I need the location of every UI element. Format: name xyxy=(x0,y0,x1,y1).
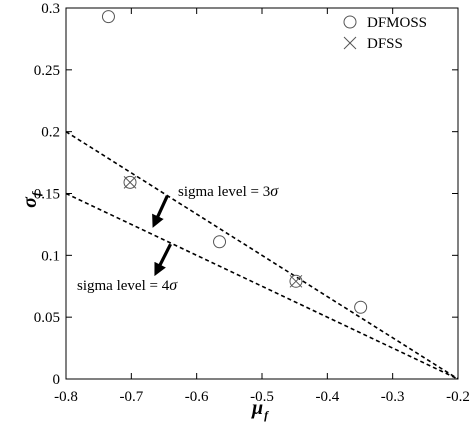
dfss-point xyxy=(123,176,137,189)
annotation-arrow-2 xyxy=(154,243,172,277)
axis-ticks: -0.8 -0.7 -0.6 -0.5 -0.4 -0.3 -0.2 0 0.05 0.1 0.15… xyxy=(34,1,470,405)
dfss-point xyxy=(289,274,303,288)
legend-cross-marker xyxy=(343,36,357,50)
dfss-point-stroke xyxy=(123,176,137,189)
annotation-sigma-4: sigma level = 4σ xyxy=(77,277,178,294)
dfmoss-point xyxy=(354,300,368,314)
dfmoss-point xyxy=(123,175,137,189)
y-tick-label: 0.2 xyxy=(41,125,60,141)
x-tick-label: -0.3 xyxy=(381,389,405,405)
y-tick-label: 0.1 xyxy=(41,248,60,264)
x-tick-label: -0.4 xyxy=(315,389,339,405)
x-tick-label: -0.7 xyxy=(119,389,143,405)
legend-label-dfss: DFSS xyxy=(367,36,403,52)
dfss-point-stroke xyxy=(289,274,303,288)
x-axis-subscript: f xyxy=(264,408,269,422)
sigma-line-2 xyxy=(65,192,459,380)
dfmoss-point xyxy=(213,235,227,249)
legend-circle-marker xyxy=(343,15,357,29)
dfmoss-point xyxy=(289,274,303,288)
y-tick-label: 0.25 xyxy=(34,63,60,79)
y-tick-label: 0.3 xyxy=(41,1,60,17)
y-tick-label: 0 xyxy=(53,372,61,388)
y-axis-title: σf xyxy=(19,191,43,208)
legend: DFMOSS DFSS xyxy=(343,15,427,52)
x-tick-label: -0.5 xyxy=(250,389,274,405)
data-marks xyxy=(65,10,459,380)
x-tick-label: -0.6 xyxy=(185,389,209,405)
annotation-sigma-3: sigma level = 3σ xyxy=(178,183,279,200)
sigma-line-1 xyxy=(65,130,459,380)
dfmoss-point xyxy=(101,10,115,24)
x-tick-label: -0.8 xyxy=(54,389,78,405)
y-tick-label: 0.15 xyxy=(34,187,60,203)
x-axis-title: μf xyxy=(251,397,269,422)
x-tick-label: -0.2 xyxy=(446,389,470,405)
y-tick-label: 0.05 xyxy=(34,310,60,326)
y-axis-subscript: f xyxy=(29,191,43,196)
annotation-arrow-1 xyxy=(152,195,169,228)
legend-label-dfmoss: DFMOSS xyxy=(367,15,427,31)
